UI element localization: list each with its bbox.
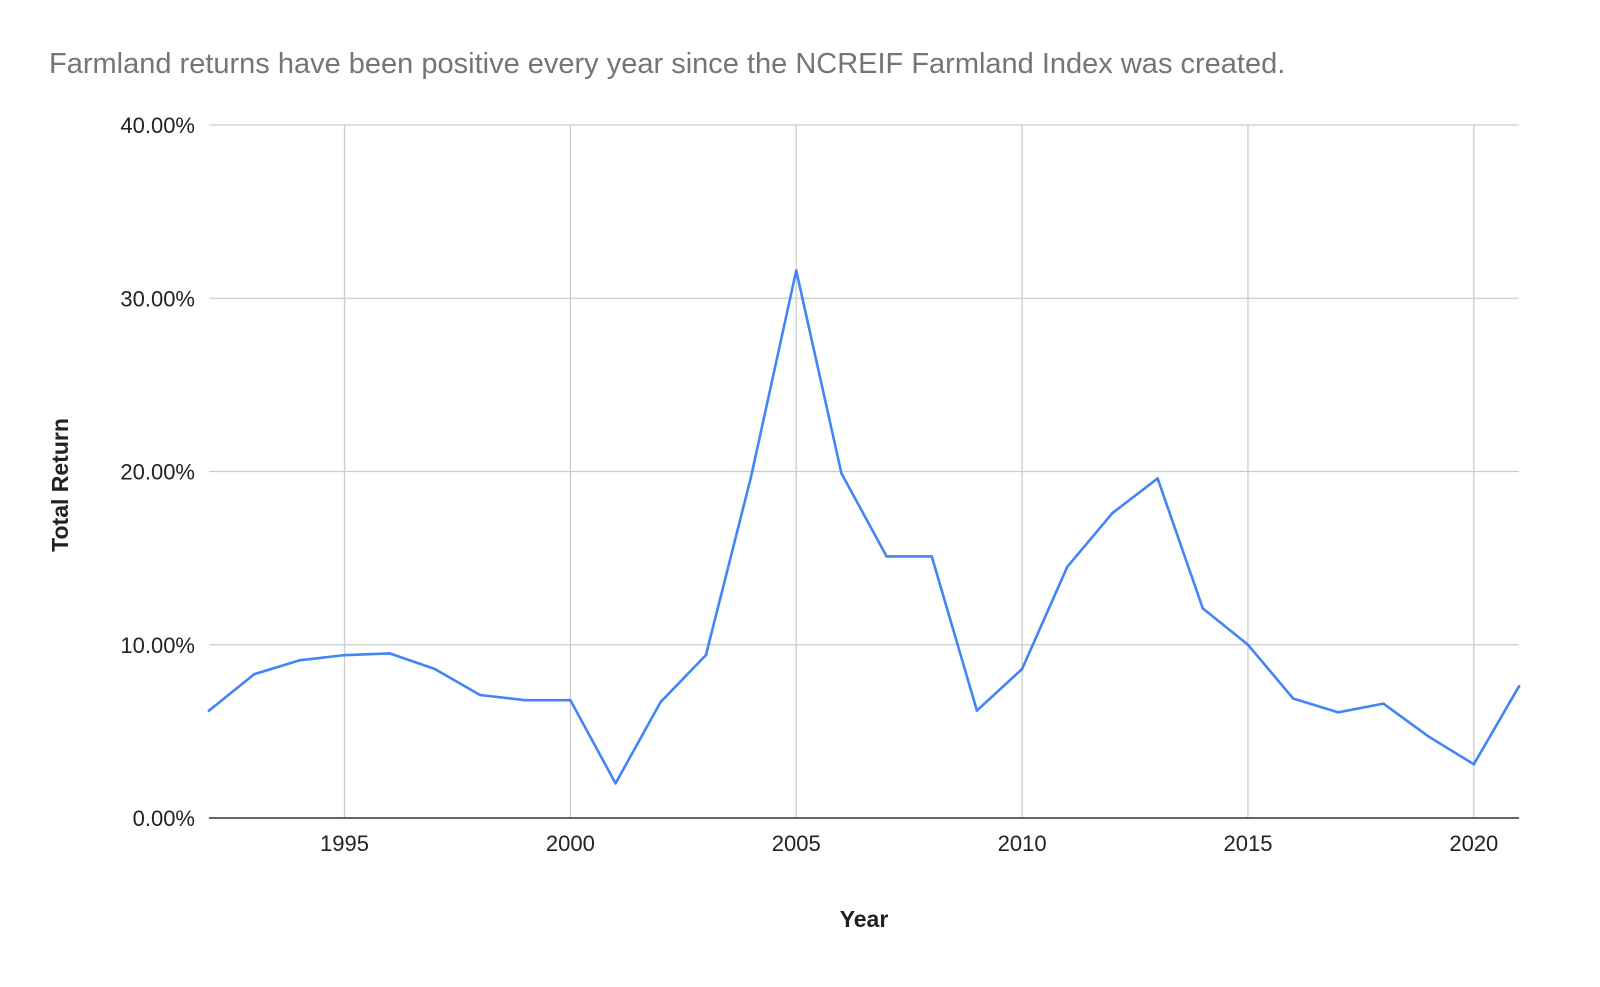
data-point	[523, 698, 527, 702]
data-point	[659, 700, 663, 704]
data-point	[1020, 667, 1024, 671]
data-point	[252, 672, 256, 676]
tick-labels: 0.00% 10.00% 20.00% 30.00% 40.00% 1995 2000 200…	[120, 113, 1498, 856]
data-point	[1337, 711, 1340, 714]
data-point	[569, 698, 572, 702]
data-point	[975, 709, 979, 712]
x-tick-label: 2000	[546, 831, 595, 856]
y-axis-title: Total Return	[47, 418, 73, 552]
y-tick-label: 10.00%	[120, 633, 195, 658]
gridlines	[209, 124, 1519, 818]
data-point	[207, 709, 211, 712]
data-point	[1246, 643, 1250, 647]
data-point	[478, 693, 482, 697]
data-point	[1201, 607, 1205, 610]
data-point	[840, 471, 843, 475]
data-point	[1111, 511, 1114, 515]
data-point	[1156, 477, 1159, 480]
data-point	[343, 653, 346, 657]
data-point	[298, 659, 301, 662]
data-point	[885, 555, 888, 558]
data-point	[614, 782, 617, 785]
data-point	[704, 653, 708, 657]
chart-title: Farmland returns have been positive ever…	[49, 48, 1285, 80]
x-axis-title: Year	[840, 906, 889, 932]
x-tick-label: 2010	[998, 831, 1047, 856]
x-tick-label: 2020	[1449, 831, 1498, 856]
data-point	[1517, 685, 1521, 688]
series-layer	[207, 269, 1521, 785]
data-point	[1065, 565, 1069, 569]
x-tick-label: 1995	[320, 831, 369, 856]
data-point	[749, 475, 753, 478]
x-tick-label: 2015	[1223, 831, 1272, 856]
y-tick-label: 20.00%	[120, 460, 195, 485]
data-point	[433, 667, 437, 671]
data-point	[1472, 762, 1476, 766]
x-tick-label: 2005	[772, 831, 821, 856]
data-point	[1427, 735, 1430, 738]
data-point	[1382, 702, 1385, 705]
y-tick-label: 40.00%	[120, 113, 195, 138]
y-tick-label: 0.00%	[133, 806, 195, 831]
y-tick-label: 30.00%	[120, 286, 195, 311]
data-point	[794, 269, 798, 272]
series-line	[207, 269, 1521, 785]
data-point	[388, 652, 391, 655]
data-point	[1291, 697, 1295, 700]
data-point	[930, 555, 934, 558]
